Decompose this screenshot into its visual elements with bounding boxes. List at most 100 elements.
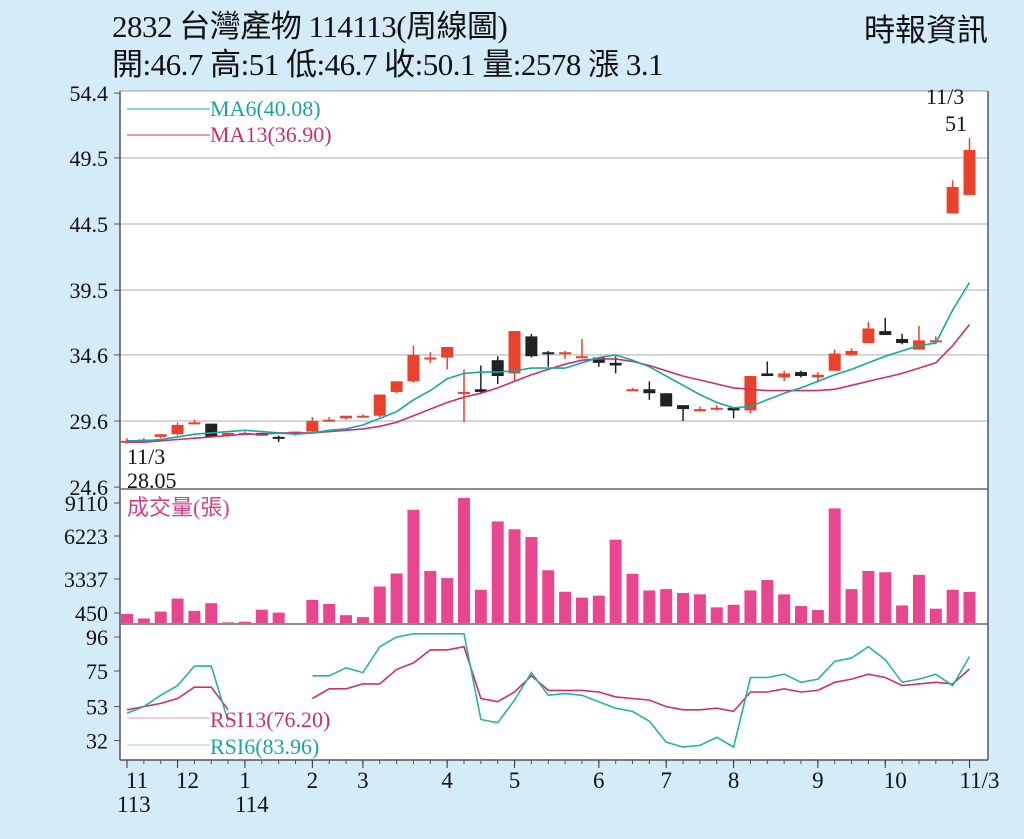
volume-bar [255, 609, 268, 623]
candle-down [491, 360, 504, 377]
volume-bar [424, 570, 437, 623]
x-tick-label: 8 [728, 768, 740, 793]
volume-bar [778, 594, 791, 623]
candle-up [575, 356, 588, 359]
candle-up [171, 424, 184, 435]
x-tick-year: 113 [117, 792, 151, 817]
candle-down [272, 436, 285, 439]
volume-bar [896, 605, 909, 623]
x-tick-label: 5 [509, 768, 521, 793]
x-tick-label: 11 [126, 768, 148, 793]
low-date-annotation: 11/3 [127, 444, 165, 469]
moving-average-lines [127, 282, 971, 443]
candle-up [222, 432, 235, 436]
rsi-tick-label: 53 [86, 695, 108, 720]
volume-bar [744, 590, 757, 623]
x-tick-label: 7 [660, 768, 672, 793]
candle-up [710, 407, 723, 410]
volume-tick-label: 6223 [64, 524, 108, 549]
volume-bar [643, 590, 656, 623]
candle-down [542, 352, 555, 355]
volume-bar [340, 615, 353, 623]
volume-bar [238, 621, 251, 623]
volume-bar [879, 572, 892, 623]
volume-bar [407, 509, 420, 623]
rsi-tick-label: 32 [86, 729, 108, 754]
grid-lines [120, 157, 988, 422]
candle-down [795, 372, 807, 377]
volume-bar [609, 539, 622, 623]
volume-bar [390, 573, 403, 623]
candle-up [946, 187, 959, 214]
candle-up [188, 422, 201, 425]
legend-ma6: MA6(40.08) [210, 96, 321, 121]
volume-bar [845, 589, 858, 623]
candle-up [390, 381, 403, 392]
volume-bar [575, 597, 588, 623]
low-value-annotation: 28.05 [127, 468, 177, 493]
candle-up [693, 409, 706, 412]
candle-down [896, 339, 909, 344]
price-tick-label: 29.6 [70, 409, 109, 434]
volume-bar [272, 612, 285, 623]
rsi-tick-label: 96 [86, 625, 108, 650]
price-tick-label: 24.6 [70, 475, 109, 500]
candle-down [879, 331, 892, 336]
candle-up [845, 350, 858, 355]
candle-up [407, 354, 420, 382]
volume-bar [693, 594, 706, 623]
high-date-annotation: 11/3 [926, 84, 964, 109]
volume-tick-label: 450 [75, 601, 108, 626]
volume-bar [795, 606, 807, 623]
candle-up [862, 328, 875, 344]
volume-bar [373, 586, 386, 623]
volume-bar [441, 578, 454, 623]
candle-down [609, 362, 622, 366]
price-tick-label: 54.4 [70, 81, 109, 106]
volume-bar [862, 570, 875, 623]
ma6-line [127, 282, 971, 442]
volume-bar [171, 598, 184, 623]
volume-bar [963, 591, 976, 623]
volume-tick-label: 9110 [65, 491, 108, 516]
candle-up [306, 421, 319, 432]
price-tick-label: 34.6 [70, 343, 109, 368]
x-tick-label: 12 [176, 768, 199, 793]
volume-bar [154, 611, 167, 623]
volume-bar [811, 609, 824, 623]
candle-down [761, 373, 774, 377]
candle-down [643, 389, 656, 394]
candle-up [323, 419, 336, 422]
volume-bar [222, 622, 235, 623]
volume-bar [761, 580, 774, 623]
candle-up [778, 373, 791, 378]
candle-down [592, 357, 605, 363]
x-tick-label: 11/3 [959, 768, 999, 793]
candle-up [559, 352, 572, 355]
volume-bar [929, 608, 942, 623]
volume-bar [946, 589, 959, 623]
legend-ma13: MA13(36.90) [210, 122, 332, 147]
x-tick-label: 2 [307, 768, 319, 793]
candle-up [424, 357, 437, 360]
volume-bar [660, 589, 673, 623]
volume-bar [542, 570, 555, 623]
candle-up [340, 415, 353, 419]
x-tick-label: 3 [357, 768, 369, 793]
source-label: 時報資訊 [864, 13, 988, 49]
candle-up [963, 149, 976, 195]
axes [119, 90, 989, 761]
rsi6-line [126, 633, 971, 749]
volume-bar [188, 610, 201, 623]
rsi-tick-label: 75 [86, 659, 108, 684]
volume-bar [626, 573, 639, 623]
plot-area [120, 91, 988, 760]
volume-bar [491, 521, 504, 623]
candle-down [525, 336, 538, 357]
candle-up [154, 434, 167, 437]
volume-label: 成交量(張) [127, 495, 230, 520]
candle-down [660, 393, 673, 407]
candle-up [356, 415, 369, 418]
